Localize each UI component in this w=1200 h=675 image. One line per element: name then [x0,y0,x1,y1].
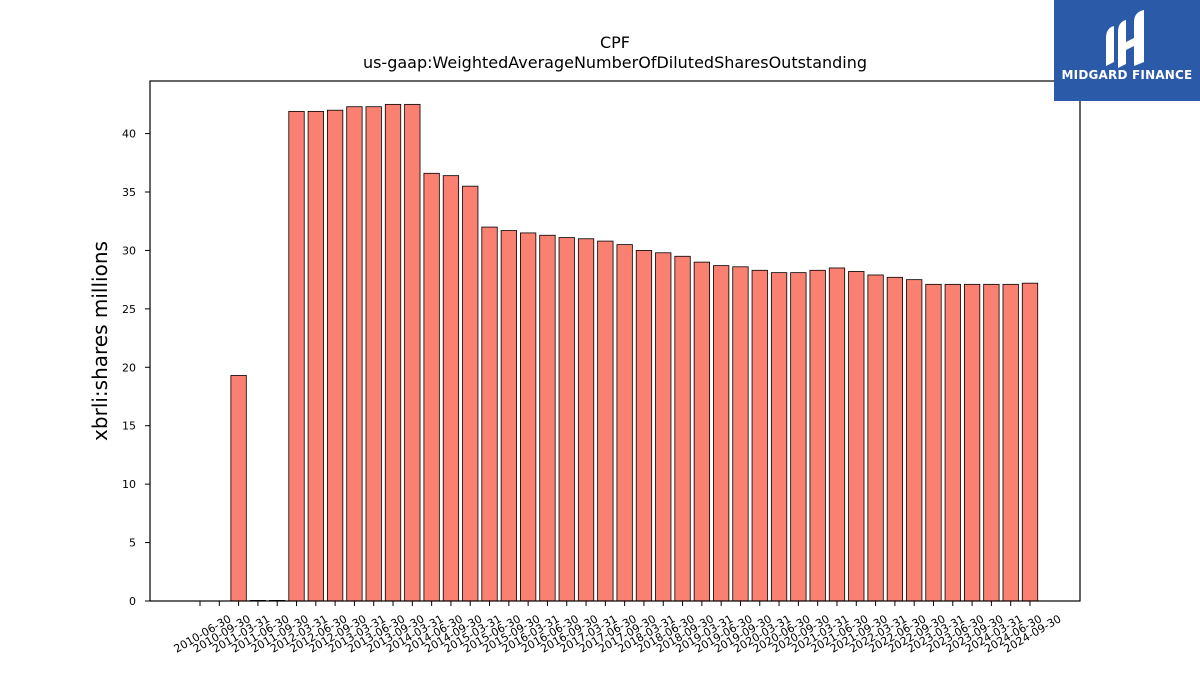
y-tick-label: 0 [129,595,136,608]
bar-2014-06-30 [423,172,440,602]
bar-2017-03-31 [577,238,595,602]
bars-layer [230,103,1039,602]
bar-2016-09-30 [558,237,575,602]
logo-text: MIDGARD FINANCE [1061,68,1193,82]
bar-2024-03-31 [983,283,1000,602]
bar-2019-03-31 [693,261,710,602]
midgard-logo: MIDGARD FINANCE [1054,0,1200,101]
bar-2023-03-31 [925,283,942,602]
bar-2013-03-31 [346,106,363,602]
bar-2013-09-30 [384,103,402,602]
bar-2018-03-31 [635,250,653,602]
bar-2019-09-30 [732,266,749,602]
bar-2018-09-30 [674,255,691,602]
x-axis-ticks: 2010-06-302010-09-302011-03-312011-06-30… [172,601,1064,656]
bar-2015-09-30 [500,230,517,602]
bar-2016-03-31 [520,232,537,602]
y-tick-label: 5 [129,537,136,550]
bar-2015-06-30 [481,226,498,602]
bar-2012-03-31 [288,110,305,602]
bar-2015-03-31 [462,185,479,602]
midgard-logo-icon [1106,10,1144,68]
bar-2020-03-31 [751,269,768,602]
bar-2023-09-30 [963,283,981,602]
y-axis-ticks: 0 5 10 15 20 25 30 35 40 [122,128,150,608]
bar-2014-03-31 [404,103,421,602]
y-tick-label: 20 [122,361,136,374]
bar-2022-06-30 [886,276,903,602]
bar-2016-06-30 [539,234,556,602]
bar-2017-06-30 [597,240,614,602]
bar-2012-06-30 [307,110,324,602]
bar-2024-09-30 [1021,282,1039,602]
bar-2023-06-30 [944,283,961,602]
bar-2020-06-30 [770,272,788,602]
bar-2018-06-30 [655,252,672,602]
y-tick-label: 35 [122,186,136,199]
bar-2021-06-30 [828,267,846,602]
y-tick-label: 30 [122,244,136,257]
bar-2020-09-30 [790,272,807,602]
chart-title: CPF [600,33,630,52]
y-tick-label: 40 [122,128,136,141]
bar-2019-06-30 [713,265,730,602]
y-tick-label: 15 [122,420,136,433]
bar-2014-09-30 [442,175,460,602]
bar-2017-09-30 [616,244,633,602]
bar-2013-06-30 [365,106,382,602]
plot-frame [149,80,1081,602]
bar-2022-03-31 [867,274,884,602]
y-tick-label: 25 [122,303,136,316]
y-axis-label: xbrli:shares millions [88,241,112,441]
chart-subtitle: us-gaap:WeightedAverageNumberOfDilutedSh… [363,53,867,72]
bar-2011-03-31 [230,375,247,602]
bar-2012-09-30 [326,109,344,602]
bar-2021-03-31 [809,269,826,602]
bar-2024-06-30 [1002,283,1019,602]
bar-2021-09-30 [848,271,865,602]
y-tick-label: 10 [122,478,136,491]
bar-2022-09-30 [906,279,923,602]
